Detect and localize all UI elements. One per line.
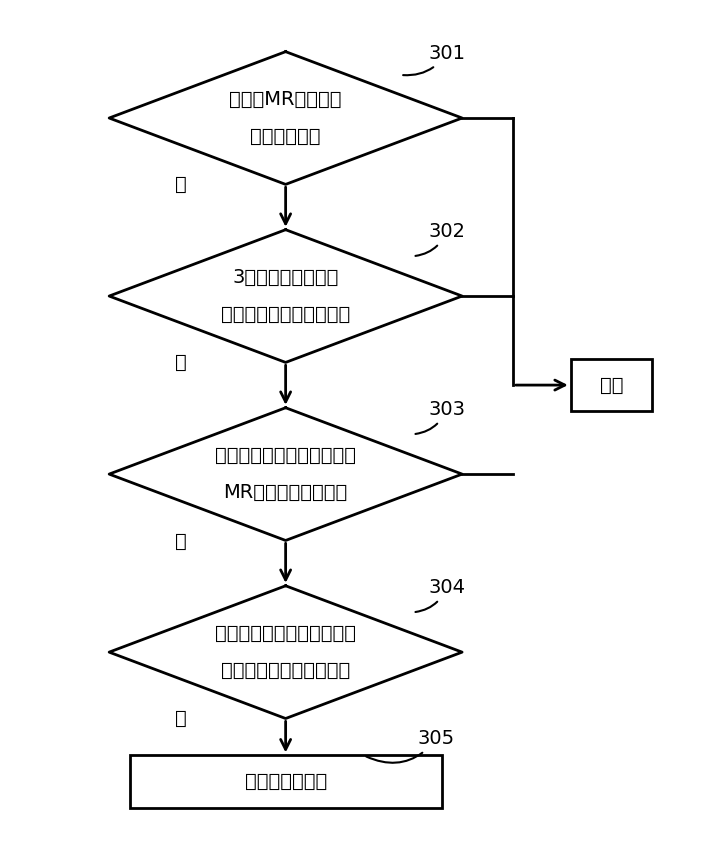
Text: 不存在邻区关系的小区对的: 不存在邻区关系的小区对的 <box>215 446 356 465</box>
Text: 样本数的要求: 样本数的要求 <box>250 127 321 146</box>
Polygon shape <box>109 229 462 362</box>
Text: 301: 301 <box>403 44 465 75</box>
Text: 栅格的MR是否达到: 栅格的MR是否达到 <box>229 90 342 109</box>
Text: 305: 305 <box>366 729 455 763</box>
Text: 304: 304 <box>416 578 465 612</box>
Text: 3个小区之间是否有: 3个小区之间是否有 <box>233 268 339 287</box>
Text: 信号强度差是否符合要求: 信号强度差是否符合要求 <box>221 661 350 680</box>
Text: 不存在邻区关系的小区间的: 不存在邻区关系的小区间的 <box>215 624 356 643</box>
Text: 是: 是 <box>175 532 187 550</box>
Text: 不存在邻区关系的小区对: 不存在邻区关系的小区对 <box>221 305 350 325</box>
Text: 可能漏配邻区对: 可能漏配邻区对 <box>245 772 327 791</box>
Text: 是: 是 <box>175 353 187 372</box>
Text: 302: 302 <box>416 222 465 256</box>
Polygon shape <box>109 408 462 540</box>
Text: 303: 303 <box>416 400 465 434</box>
Text: 结束: 结束 <box>600 376 623 395</box>
Bar <box>571 359 652 411</box>
Text: 是: 是 <box>175 175 187 194</box>
Text: 是: 是 <box>175 709 187 728</box>
Polygon shape <box>109 586 462 718</box>
Polygon shape <box>109 51 462 185</box>
Bar <box>129 755 442 808</box>
Text: MR占比是否符合要求: MR占比是否符合要求 <box>223 483 348 502</box>
